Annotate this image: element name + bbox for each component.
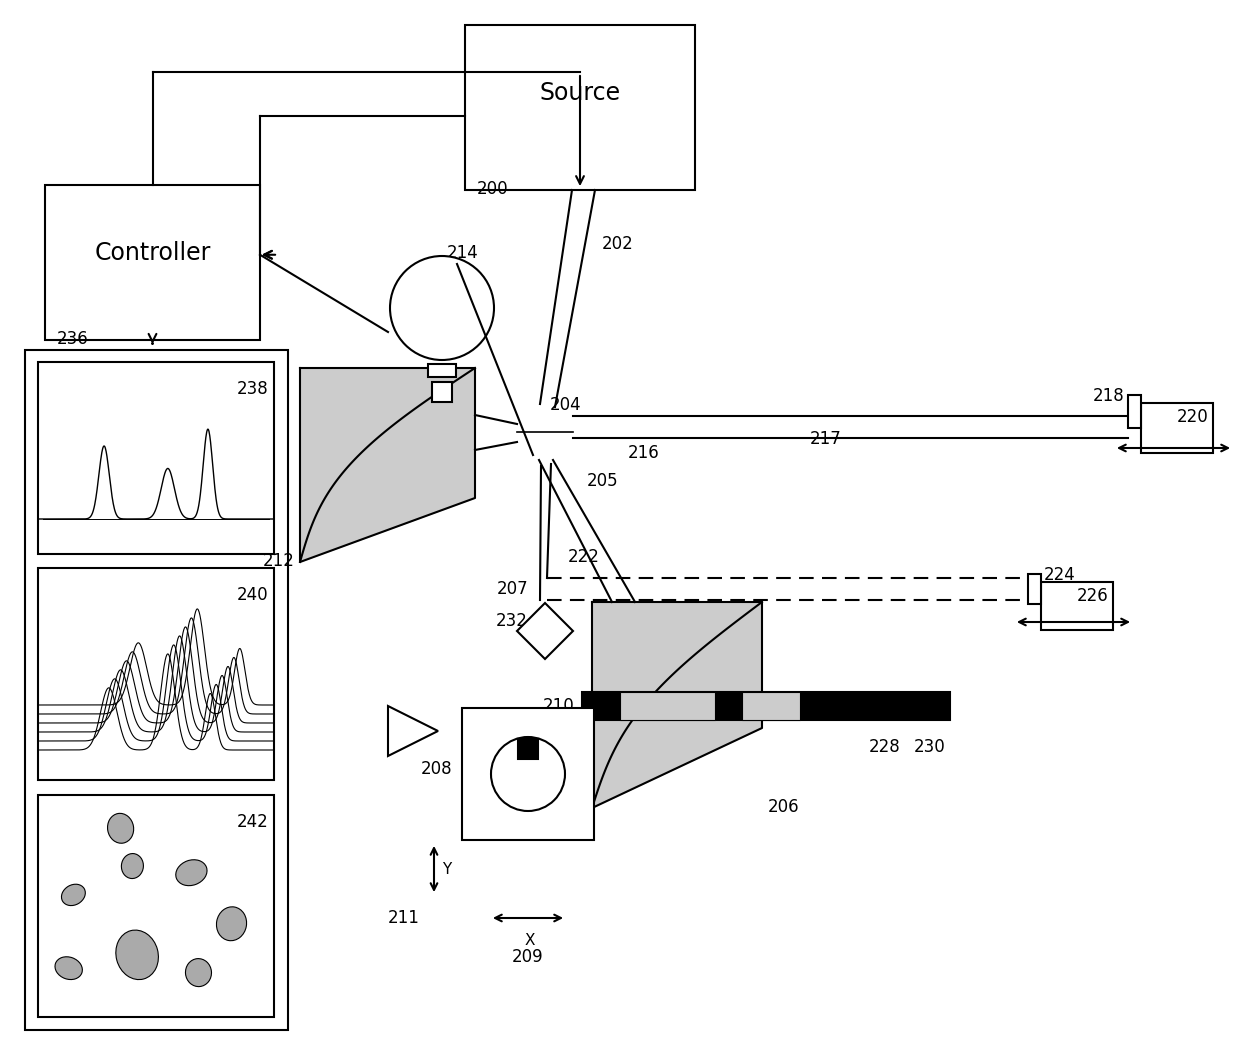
Text: 205: 205 bbox=[587, 472, 619, 490]
Text: 209: 209 bbox=[512, 948, 544, 966]
Text: Source: Source bbox=[539, 81, 620, 104]
Ellipse shape bbox=[115, 930, 159, 980]
Text: 238: 238 bbox=[237, 379, 268, 398]
Bar bbox=[38, 568, 274, 780]
Text: 222: 222 bbox=[568, 549, 600, 566]
Text: Y: Y bbox=[441, 861, 451, 877]
Text: 230: 230 bbox=[914, 738, 946, 756]
Bar bbox=[45, 185, 260, 340]
Bar bbox=[620, 692, 715, 720]
Circle shape bbox=[491, 737, 565, 811]
Text: 214: 214 bbox=[446, 244, 479, 261]
Bar bbox=[38, 362, 274, 554]
Text: 216: 216 bbox=[627, 444, 660, 462]
Bar bbox=[742, 692, 800, 720]
Bar bbox=[38, 795, 274, 1017]
Bar bbox=[1028, 574, 1042, 604]
Text: 207: 207 bbox=[496, 580, 528, 598]
Ellipse shape bbox=[176, 860, 207, 885]
Ellipse shape bbox=[62, 884, 86, 906]
Text: 220: 220 bbox=[1177, 408, 1208, 426]
Text: 211: 211 bbox=[388, 909, 420, 927]
Text: 218: 218 bbox=[1092, 387, 1123, 405]
Polygon shape bbox=[517, 603, 573, 659]
Ellipse shape bbox=[108, 813, 134, 843]
Bar bbox=[1042, 583, 1114, 630]
Bar bbox=[428, 364, 456, 377]
Text: 234: 234 bbox=[397, 297, 429, 315]
Text: X: X bbox=[525, 933, 536, 948]
Text: 224: 224 bbox=[1044, 566, 1076, 584]
Text: 204: 204 bbox=[551, 396, 582, 414]
Text: 228: 228 bbox=[869, 738, 901, 756]
Text: 240: 240 bbox=[237, 586, 268, 604]
Text: 232: 232 bbox=[496, 612, 528, 630]
Bar bbox=[463, 708, 594, 840]
Polygon shape bbox=[388, 706, 438, 756]
Bar bbox=[582, 692, 950, 720]
Polygon shape bbox=[591, 602, 763, 808]
Bar bbox=[25, 350, 288, 1030]
Ellipse shape bbox=[186, 959, 212, 986]
Bar bbox=[1141, 403, 1213, 453]
Text: 212: 212 bbox=[263, 552, 295, 570]
Text: 208: 208 bbox=[420, 760, 453, 778]
Text: 210: 210 bbox=[542, 697, 574, 715]
Text: 200: 200 bbox=[477, 180, 508, 198]
Text: 242: 242 bbox=[237, 813, 268, 831]
Ellipse shape bbox=[122, 854, 144, 878]
Text: 202: 202 bbox=[601, 235, 634, 253]
Ellipse shape bbox=[55, 957, 82, 979]
Text: 236: 236 bbox=[57, 330, 89, 348]
Bar bbox=[518, 739, 538, 759]
Text: Controller: Controller bbox=[94, 240, 211, 265]
Text: 217: 217 bbox=[810, 431, 842, 448]
Text: 206: 206 bbox=[768, 798, 800, 816]
Bar bbox=[1128, 395, 1141, 428]
Ellipse shape bbox=[217, 907, 247, 941]
Polygon shape bbox=[300, 368, 475, 562]
Bar bbox=[465, 26, 694, 190]
Text: 226: 226 bbox=[1076, 587, 1109, 605]
Bar bbox=[432, 382, 453, 402]
Circle shape bbox=[391, 256, 494, 360]
